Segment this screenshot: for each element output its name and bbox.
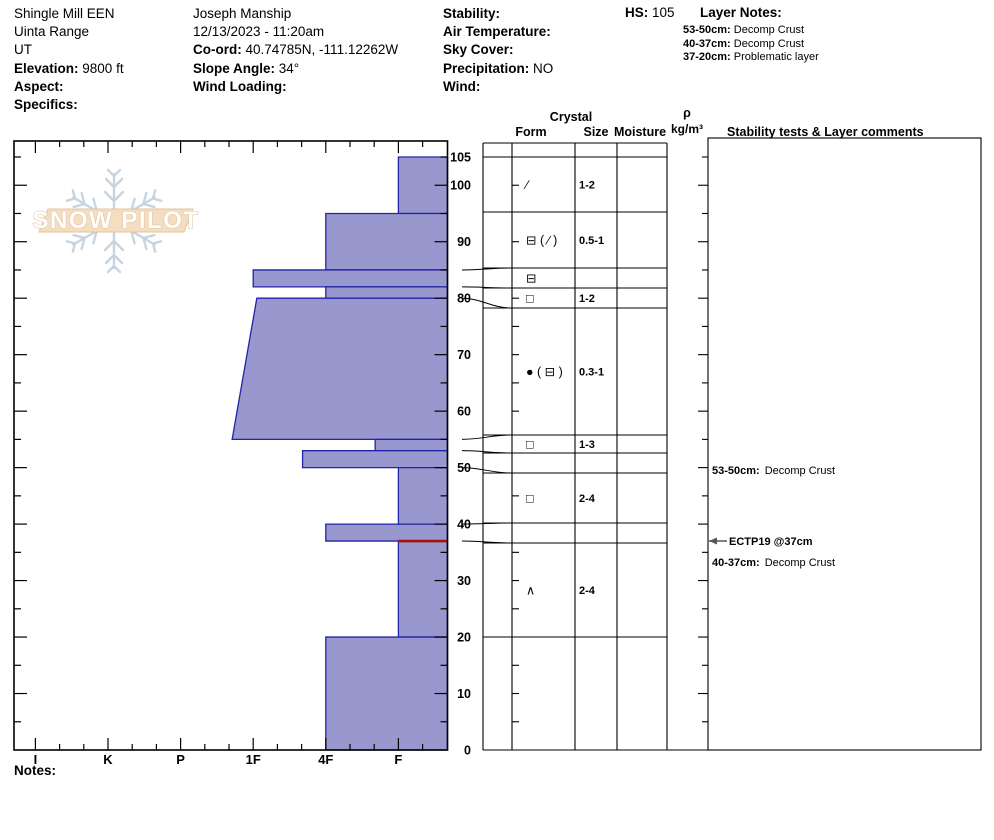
observer-name: Joseph Manship bbox=[193, 6, 292, 21]
layer-bar bbox=[325, 212, 449, 271]
site-state: UT bbox=[14, 42, 32, 58]
density-symbol-header: ρ bbox=[683, 106, 691, 120]
depth-tick-label: 100 bbox=[450, 179, 471, 193]
chart-frame bbox=[13, 140, 449, 751]
depth-tick-label: 40 bbox=[457, 518, 471, 532]
layer-bar bbox=[374, 438, 449, 452]
air-temperature: Air Temperature: bbox=[443, 24, 551, 40]
density-unit-header: kg/m³ bbox=[671, 122, 703, 136]
wind-loading: Wind Loading: bbox=[193, 78, 287, 94]
grain-form-symbol: ∧ bbox=[526, 584, 535, 598]
grain-columns: ∕ 1-2 ⊟ ( ∕ ) 0.5-1 ⊟ □ 1-2 ● ( ⊟ ) 0.3-1 □ 1-3 □ 2-… bbox=[523, 178, 604, 598]
conditions-block: Stability: Air Temperature: Sky Cover: P… bbox=[443, 5, 553, 96]
precipitation: Precipitation: NO bbox=[443, 60, 554, 76]
layer-notes-title: Layer Notes: bbox=[700, 5, 782, 20]
layer-bar bbox=[325, 523, 449, 542]
grain-size-value: 0.3-1 bbox=[579, 367, 604, 379]
observation-datetime: 12/13/2023 - 11:20am bbox=[193, 24, 325, 40]
layer-notes-list: 53-50cm: Decomp Crust 40-37cm: Decomp Cr… bbox=[683, 24, 819, 65]
table-headers: Crystal Form Size Moisture ρ kg/m³ Stability t… bbox=[515, 106, 923, 139]
sky-cover: Sky Cover: bbox=[443, 42, 514, 58]
grain-size-value: 1-2 bbox=[579, 293, 595, 305]
layer-comment: 40-37cm: Decomp Crust bbox=[712, 557, 835, 569]
snow-height: HS: 105 bbox=[625, 5, 675, 20]
hardness-tick-label: I bbox=[34, 752, 38, 767]
depth-tick-label: 105 bbox=[450, 151, 471, 165]
hardness-tick-label: F bbox=[394, 752, 402, 767]
stability-annotations: 53-50cm: Decomp Crust ECTP19 @37cm 40-37cm:… bbox=[709, 465, 835, 569]
coordinates: Co-ord: 40.74785N, -111.12262W bbox=[193, 42, 399, 58]
grain-form-symbol: □ bbox=[526, 492, 534, 506]
location-block: Shingle Mill EEN Uinta Range UT Elevatio… bbox=[14, 5, 124, 114]
grain-form-symbol: ⊟ ( ∕ ) bbox=[526, 234, 557, 248]
site-elevation: Elevation: 9800 ft bbox=[14, 60, 124, 76]
logo-text: SNOW PILOT bbox=[33, 207, 200, 234]
layer-bar bbox=[325, 636, 449, 751]
depth-tick-label: 30 bbox=[457, 574, 471, 588]
wind: Wind: bbox=[443, 78, 481, 94]
grain-form-symbol: ⊟ bbox=[526, 272, 536, 286]
hardness-axis-labels: I K P 1F 4F F bbox=[34, 752, 403, 767]
layer-bar bbox=[301, 450, 449, 469]
depth-tick-label: 60 bbox=[457, 405, 471, 419]
depth-tick-label: 90 bbox=[457, 235, 471, 249]
hardness-profile-bars bbox=[231, 156, 449, 751]
size-header: Size bbox=[583, 125, 608, 139]
depth-tick-label: 10 bbox=[457, 687, 471, 701]
slope-angle: Slope Angle: 34° bbox=[193, 60, 300, 76]
grain-form-symbol: ∕ bbox=[523, 178, 530, 192]
layer-bar bbox=[252, 269, 449, 288]
layer-note: 37-20cm: Problematic layer bbox=[683, 51, 819, 64]
site-specifics: Specifics: bbox=[14, 97, 78, 113]
layer-comment: 53-50cm: Decomp Crust bbox=[712, 465, 835, 477]
grain-form-symbol: □ bbox=[526, 292, 534, 306]
snowpilot-logo: SNOW PILOT bbox=[32, 168, 200, 274]
grain-size-value: 1-3 bbox=[579, 439, 595, 451]
ect-arrowhead bbox=[709, 537, 717, 545]
layer-note: 40-37cm: Decomp Crust bbox=[683, 37, 805, 50]
site-range: Uinta Range bbox=[14, 24, 90, 40]
site-aspect: Aspect: bbox=[14, 78, 64, 94]
layer-leader-lines bbox=[461, 267, 512, 544]
crystal-header: Crystal bbox=[550, 110, 592, 124]
grain-size-value: 1-2 bbox=[579, 180, 595, 192]
ect-result-label: ECTP19 @37cm bbox=[729, 536, 813, 548]
grain-size-value: 2-4 bbox=[579, 493, 596, 505]
comments-header: Stability tests & Layer comments bbox=[727, 125, 924, 139]
logo-banner bbox=[38, 208, 194, 233]
site-name: Shingle Mill EEN bbox=[14, 6, 115, 21]
layer-bar bbox=[397, 540, 449, 638]
moisture-header: Moisture bbox=[614, 125, 666, 139]
layer-table-grid bbox=[482, 137, 982, 751]
grain-form-symbol: □ bbox=[526, 438, 534, 452]
hardness-tick-label: K bbox=[103, 752, 113, 767]
observer-block: Joseph Manship 12/13/2023 - 11:20am Co-o… bbox=[193, 5, 398, 96]
grain-form-symbol: ● ( ⊟ ) bbox=[526, 365, 563, 379]
hardness-tick-label: P bbox=[176, 752, 185, 767]
depth-tick-label: 0 bbox=[464, 744, 471, 758]
hardness-tick-label: 4F bbox=[318, 752, 333, 767]
layer-bar bbox=[397, 466, 449, 525]
stability: Stability: bbox=[443, 6, 501, 21]
notes-label: Notes: bbox=[14, 763, 57, 778]
depth-tick-label: 70 bbox=[457, 348, 471, 362]
layer-bar bbox=[325, 286, 449, 299]
hardness-tick-label: 1F bbox=[246, 752, 261, 767]
grain-size-value: 2-4 bbox=[579, 585, 596, 597]
layer-note: 53-50cm: Decomp Crust bbox=[683, 24, 805, 36]
form-header: Form bbox=[515, 125, 546, 139]
grain-size-value: 0.5-1 bbox=[579, 235, 604, 247]
layer-bar bbox=[231, 297, 449, 441]
depth-tick-label: 20 bbox=[457, 631, 471, 645]
